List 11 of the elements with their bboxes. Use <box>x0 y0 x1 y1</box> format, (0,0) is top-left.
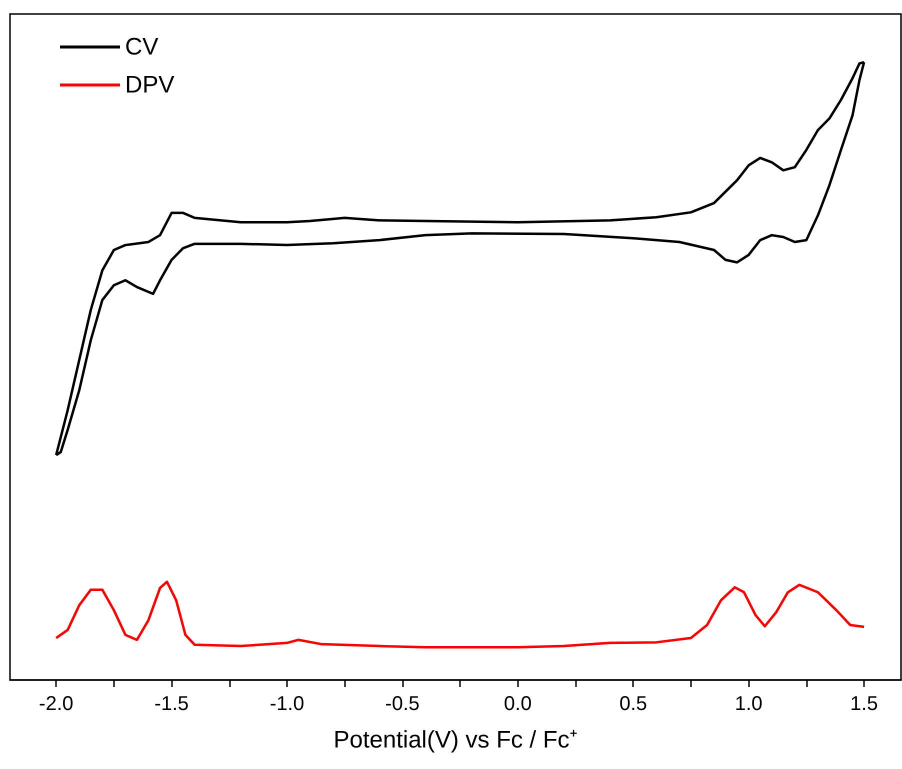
legend-label: CV <box>125 34 158 60</box>
x-tick-label: -0.5 <box>385 693 420 715</box>
x-tick-label: 1.5 <box>850 693 878 715</box>
x-tick-label: -1.0 <box>270 693 304 715</box>
x-tick-label: -1.5 <box>154 693 189 715</box>
x-tick-label: -2.0 <box>38 693 74 715</box>
x-tick-label: 0.5 <box>619 693 648 715</box>
x-axis-title: Potential(V) vs Fc / Fc⁺ <box>333 726 578 754</box>
x-tick-label: 1.0 <box>734 693 763 715</box>
x-tick-label: 0.0 <box>504 693 532 715</box>
legend-label: DPV <box>125 72 174 98</box>
